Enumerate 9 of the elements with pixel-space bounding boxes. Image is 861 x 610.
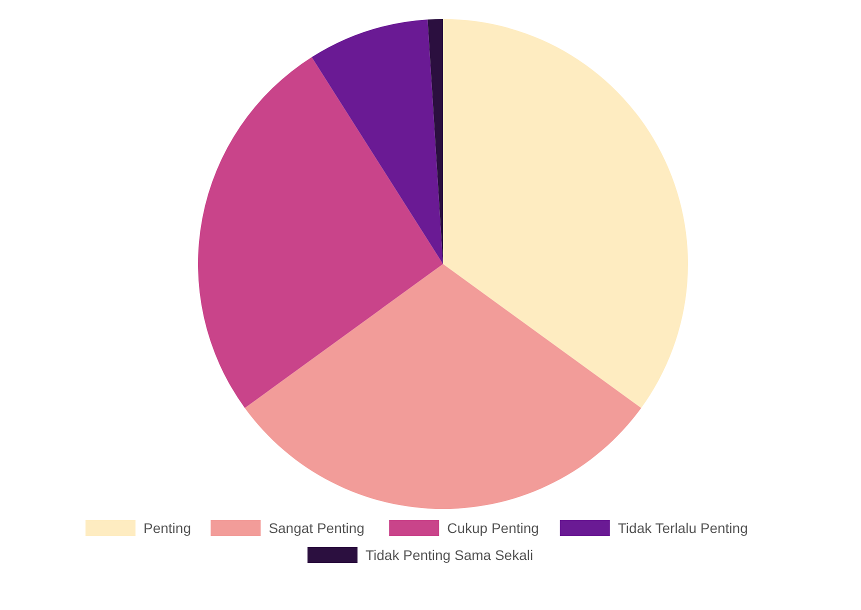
pie-slice [443,19,688,408]
pie-slice [198,57,443,408]
legend-label: Penting [144,520,191,536]
legend-label: Tidak Terlalu Penting [618,520,748,536]
legend-label: Cukup Penting [447,520,539,536]
legend-label: Tidak Penting Sama Sekali [366,547,534,563]
pie-slice [312,19,443,264]
pie-slice [244,264,642,509]
legend-label: Sangat Penting [268,520,364,536]
